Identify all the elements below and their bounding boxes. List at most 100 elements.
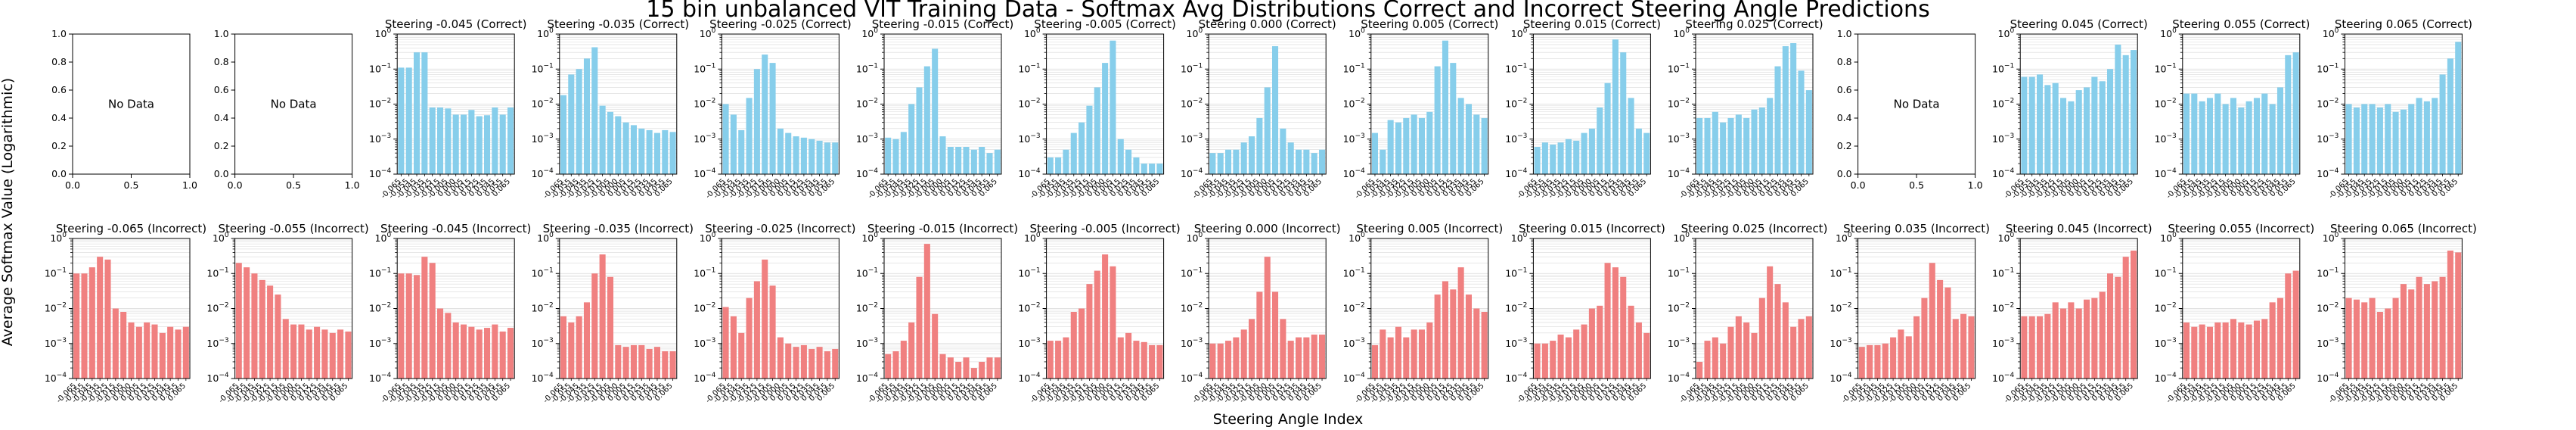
y-tick-label: 100 xyxy=(375,27,392,39)
bar xyxy=(1874,344,1881,379)
bar xyxy=(576,316,582,379)
bar xyxy=(746,298,753,379)
y-tick-label: 10−4 xyxy=(1343,372,1365,384)
subplot-title: Steering -0.045 (Correct) xyxy=(385,17,527,31)
bar xyxy=(568,74,575,174)
bar xyxy=(979,361,985,379)
bar xyxy=(622,122,629,174)
bar xyxy=(1264,87,1271,174)
axes-frame xyxy=(721,33,840,175)
bar xyxy=(1149,164,1156,174)
y-tick-label: 10−3 xyxy=(1505,132,1527,145)
bar xyxy=(1133,341,1140,379)
y-tick-label: 10−2 xyxy=(1668,302,1690,314)
subplot-panel: 10−410−310−210−1100-0.065-0.055-0.045-0.… xyxy=(1668,17,1823,201)
axes-frame xyxy=(396,33,515,175)
bar xyxy=(1209,153,1216,174)
bar xyxy=(769,63,776,175)
y-tick-label: 10−2 xyxy=(856,98,878,110)
axes-frame xyxy=(883,33,1002,175)
subplot-panel: 10−410−310−210−1100-0.065-0.055-0.045-0.… xyxy=(856,222,1018,405)
y-tick-label: 10−2 xyxy=(694,302,715,314)
y-tick-label: 10−3 xyxy=(1505,337,1527,349)
bar xyxy=(591,273,598,379)
bar xyxy=(892,351,899,379)
y-tick-label: 10−3 xyxy=(2317,132,2339,145)
bar xyxy=(947,147,954,174)
bar xyxy=(337,329,344,379)
bar xyxy=(1457,98,1464,174)
bar xyxy=(653,132,660,174)
bar xyxy=(560,316,566,379)
subplot-panel: 10−410−310−210−1100-0.065-0.055-0.045-0.… xyxy=(532,222,694,405)
y-tick-label: 10−4 xyxy=(1830,372,1851,384)
y-tick-label: 10−4 xyxy=(856,372,878,384)
bar xyxy=(484,328,491,379)
bar xyxy=(2269,104,2276,174)
bar xyxy=(2028,316,2035,379)
bar xyxy=(1264,257,1271,379)
bar xyxy=(816,140,823,174)
x-tick-label: 0.5 xyxy=(124,179,139,191)
bar xyxy=(2238,322,2245,379)
bar xyxy=(2191,93,2198,174)
bar xyxy=(1465,104,1472,174)
bar xyxy=(932,313,939,379)
bar xyxy=(2455,42,2462,175)
bar xyxy=(1094,87,1100,174)
y-tick-label: 100 xyxy=(1024,232,1041,244)
bar xyxy=(437,107,444,174)
bar xyxy=(2439,276,2446,379)
bar xyxy=(1960,313,1967,379)
y-tick-label: 100 xyxy=(2160,27,2177,39)
bar xyxy=(1217,343,1224,379)
bar xyxy=(2345,104,2352,174)
subplot-title: Steering -0.015 (Correct) xyxy=(872,17,1014,31)
y-tick-label: 0.0 xyxy=(1837,168,1852,179)
bar xyxy=(1604,83,1611,174)
bar xyxy=(468,326,475,379)
y-tick-label: 0.6 xyxy=(51,84,67,95)
bar xyxy=(1256,291,1263,379)
bar xyxy=(484,115,491,174)
bar xyxy=(1597,107,1603,174)
subplot-panel: 10−410−310−210−1100-0.065-0.055-0.045-0.… xyxy=(2317,17,2472,201)
y-tick-label: 10−1 xyxy=(2155,266,2177,279)
bar xyxy=(290,324,297,379)
subplot-title: Steering 0.025 (Incorrect) xyxy=(1681,222,1828,235)
bar xyxy=(2122,257,2129,379)
bar xyxy=(1635,128,1642,174)
bar xyxy=(2376,107,2383,174)
bar xyxy=(1913,316,1920,379)
bar xyxy=(2439,74,2446,174)
y-tick-label: 10−1 xyxy=(694,62,715,74)
bar xyxy=(615,344,622,379)
bar xyxy=(306,329,312,379)
x-axis-label: Steering Angle Index xyxy=(1213,411,1364,428)
bar xyxy=(1557,142,1564,174)
bar xyxy=(2199,101,2205,174)
bar xyxy=(722,104,729,174)
y-tick-label: 10−1 xyxy=(2317,266,2339,279)
y-tick-label: 1.0 xyxy=(51,28,67,39)
bar xyxy=(1450,63,1457,175)
x-tick-label: 1.0 xyxy=(345,179,360,191)
bar xyxy=(885,354,892,379)
bar xyxy=(583,302,590,379)
subplot-panel: 10−410−310−210−1100-0.065-0.055-0.045-0.… xyxy=(1343,17,1499,201)
bar xyxy=(1287,341,1294,379)
x-tick-label: 0.5 xyxy=(1909,179,1924,191)
bar xyxy=(1371,132,1378,174)
y-tick-label: 100 xyxy=(1024,27,1041,39)
bar xyxy=(1141,341,1147,379)
bar xyxy=(1473,114,1480,174)
bar xyxy=(159,332,166,379)
y-tick-label: 10−4 xyxy=(1343,167,1365,179)
bar xyxy=(1727,117,1734,174)
bar xyxy=(2068,101,2075,174)
subplot-panel: 10−410−310−210−1100-0.065-0.055-0.045-0.… xyxy=(2317,222,2477,405)
bar xyxy=(2044,313,2051,379)
bar xyxy=(1588,128,1595,174)
x-tick-label: 0.0 xyxy=(228,179,243,191)
y-tick-label: 10−3 xyxy=(1018,132,1040,145)
